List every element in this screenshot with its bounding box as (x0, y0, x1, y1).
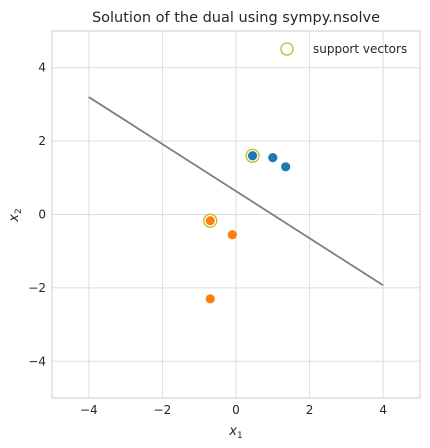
data-point-class-2 (205, 294, 215, 304)
y-axis-ticks: −4 −2 0 2 4 (28, 61, 46, 369)
y-tick-label: −2 (28, 281, 46, 295)
decision-boundary (88, 96, 384, 287)
plot-area (51, 30, 421, 399)
grid (52, 31, 420, 398)
y-tick-label: 4 (38, 61, 46, 75)
x-tick-label: 2 (306, 403, 314, 417)
support-vector-ring (203, 213, 218, 228)
data-points (205, 151, 291, 304)
y-tick-label: 2 (38, 134, 46, 148)
support-vector-ring (245, 148, 260, 163)
legend: support vectors (280, 42, 407, 56)
data-point-class-1 (281, 162, 291, 172)
x-tick-label: 0 (232, 403, 240, 417)
x-tick-label: −4 (80, 403, 98, 417)
support-vector-markers (203, 148, 260, 228)
chart-title: Solution of the dual using sympy.nsolve (92, 10, 380, 26)
legend-label: support vectors (313, 42, 407, 56)
x-axis-label: x1 (228, 424, 242, 441)
legend-marker (280, 42, 294, 56)
y-tick-label: 0 (38, 208, 46, 222)
data-point-class-2 (227, 230, 237, 240)
x-tick-label: −2 (154, 403, 172, 417)
x-tick-label: 4 (379, 403, 387, 417)
data-point-class-1 (268, 153, 278, 163)
data-point-class-1 (247, 151, 258, 161)
y-axis-label: x2 (7, 208, 24, 222)
decision-boundary-line (88, 96, 384, 287)
y-tick-label: −4 (28, 354, 46, 368)
data-point-class-2 (205, 216, 215, 226)
x-axis-ticks: −4 −2 0 2 4 (80, 403, 387, 417)
